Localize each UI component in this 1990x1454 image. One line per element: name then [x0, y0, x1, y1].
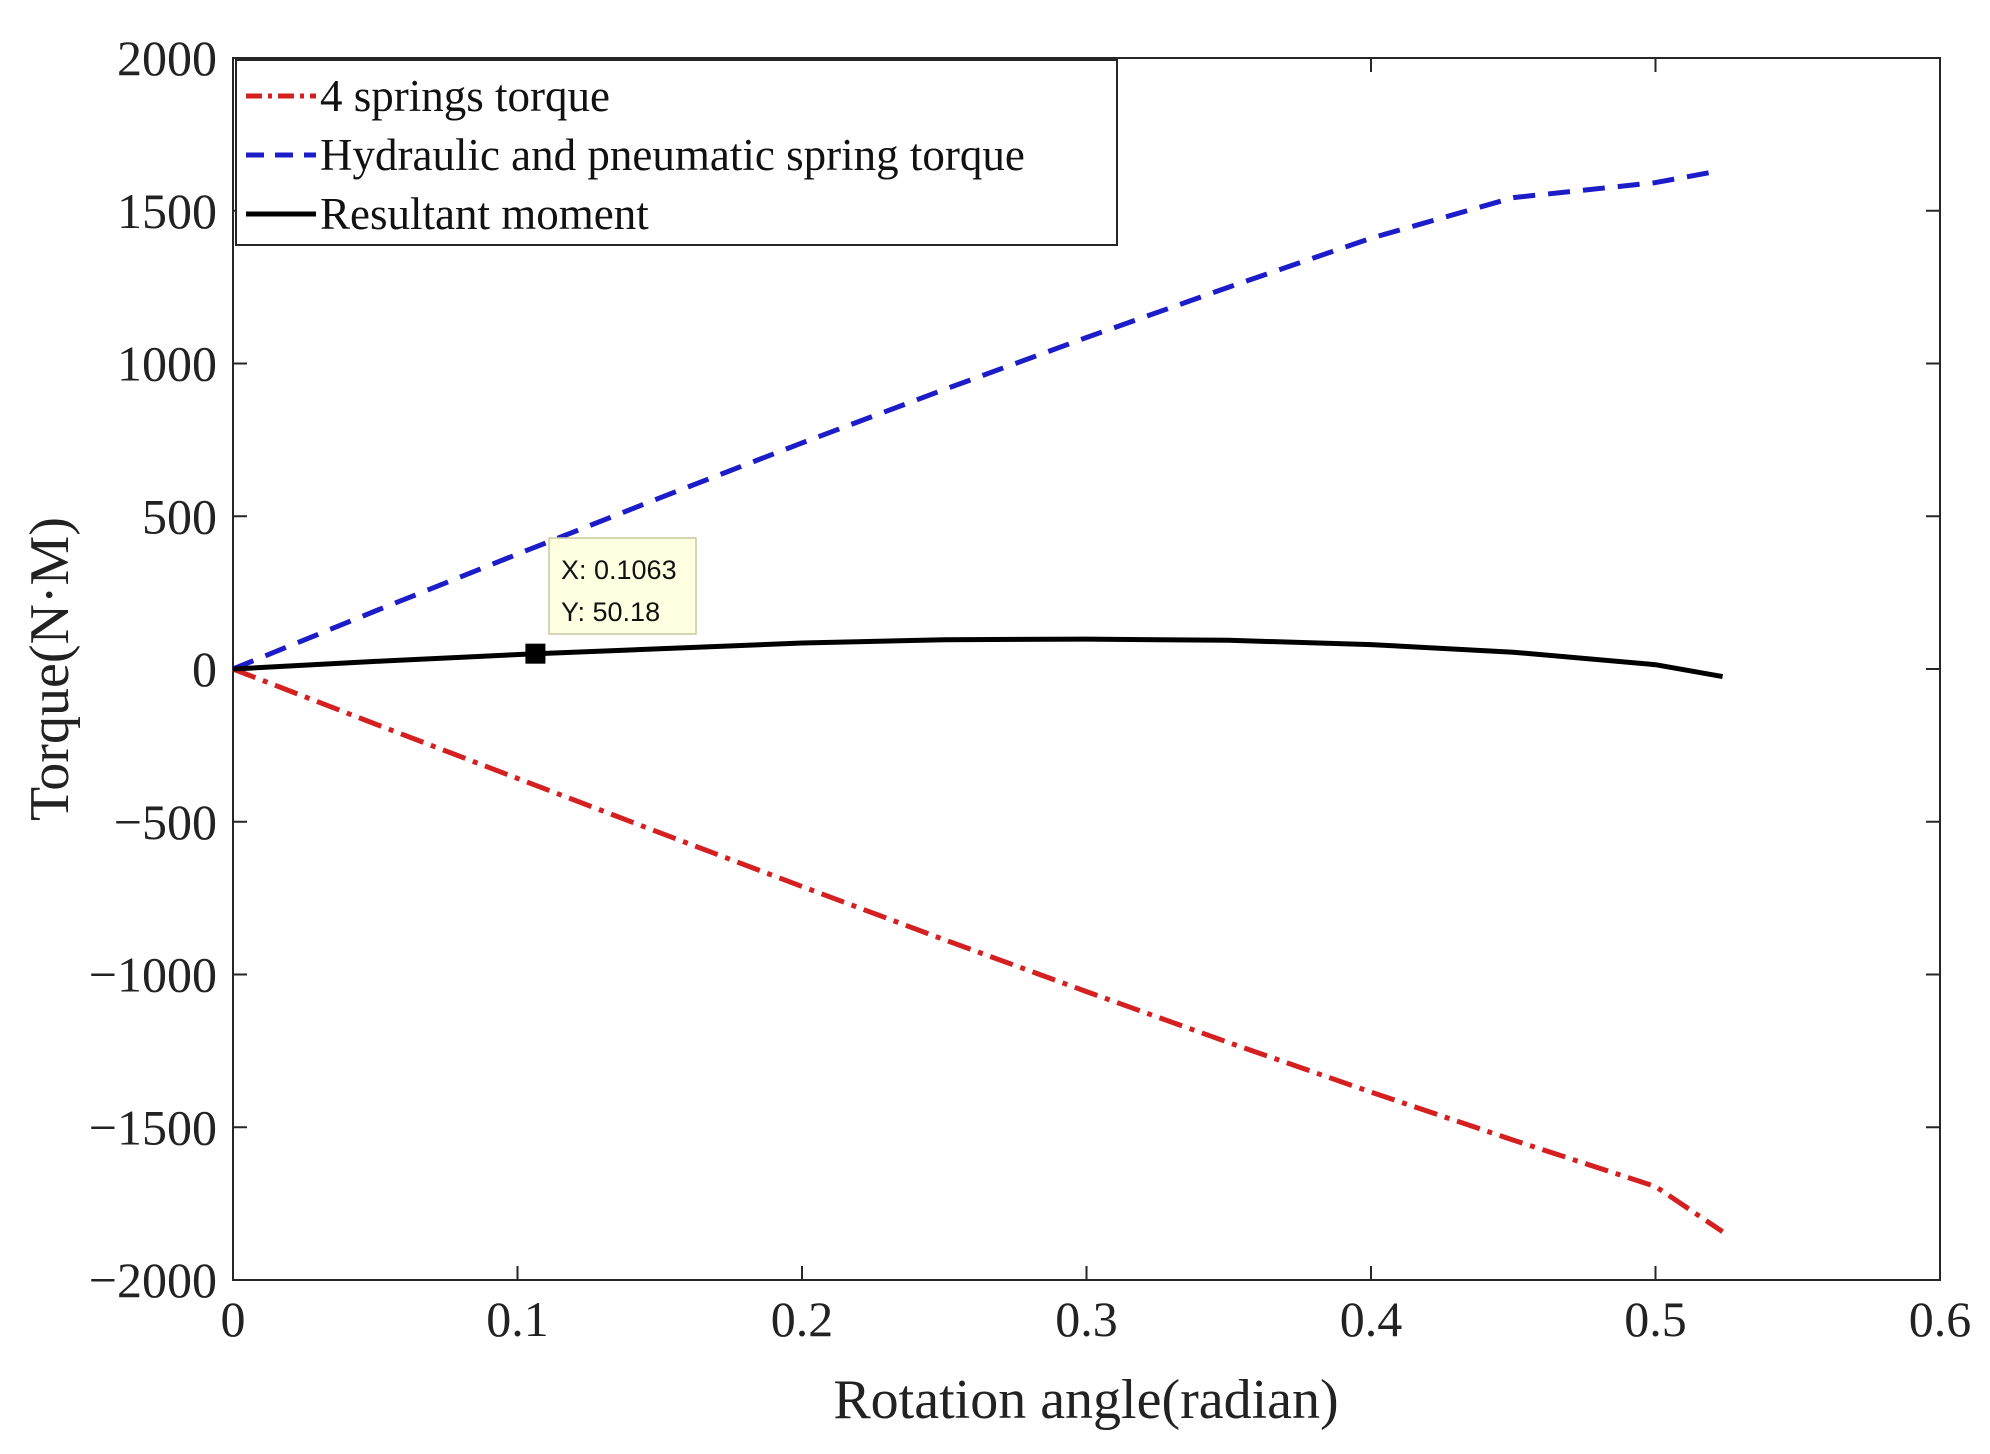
series-line-0 — [232, 666, 1724, 1234]
y-tick-label: −2000 — [89, 1252, 217, 1308]
x-axis-title: Rotation angle(radian) — [833, 1369, 1338, 1431]
x-tick-label: 0 — [221, 1291, 246, 1347]
y-tick-label: −1000 — [89, 947, 217, 1003]
y-tick-label: 0 — [192, 641, 217, 697]
plot-area — [232, 57, 1941, 1281]
x-tick-label: 0.6 — [1909, 1291, 1972, 1347]
y-tick-label: 2000 — [117, 30, 217, 86]
y-tick-label: −500 — [114, 794, 217, 850]
legend-box — [235, 59, 1118, 246]
legend-label-resultant: Resultant moment — [320, 189, 649, 239]
x-tick-label: 0.2 — [771, 1291, 834, 1347]
y-tick-label: −1500 — [89, 1099, 217, 1155]
y-axis-title: Torque(N·M) — [19, 517, 81, 821]
y-tick-label: 1000 — [117, 336, 217, 392]
tick-labels: 0 0.1 0.2 0.3 0.4 0.5 0.6 2000 1500 1000 500 0 −500 −… — [89, 30, 1971, 1347]
datatip[interactable]: X: 0.1063 Y: 50.18 — [525, 537, 697, 664]
series-lines — [232, 170, 1724, 1234]
datatip-marker[interactable] — [525, 643, 546, 664]
x-tick-label: 0.1 — [486, 1291, 549, 1347]
x-tick-label: 0.3 — [1055, 1291, 1118, 1347]
x-tick-label: 0.4 — [1340, 1291, 1403, 1347]
datatip-box — [548, 537, 697, 635]
datatip-y-label: Y: 50.18 — [561, 597, 660, 627]
x-tick-label: 0.5 — [1624, 1291, 1687, 1347]
series-line-2 — [232, 636, 1724, 680]
datatip-x-label: X: 0.1063 — [561, 555, 677, 585]
series-line-1 — [232, 170, 1711, 672]
legend: 4 springs torque Hydraulic and pneumatic… — [235, 59, 1118, 246]
ticks — [232, 57, 1941, 1281]
legend-label-hydraulic: Hydraulic and pneumatic spring torque — [320, 130, 1025, 180]
y-tick-label: 500 — [142, 488, 217, 544]
y-tick-label: 1500 — [117, 183, 217, 239]
legend-label-4-springs: 4 springs torque — [320, 71, 610, 121]
